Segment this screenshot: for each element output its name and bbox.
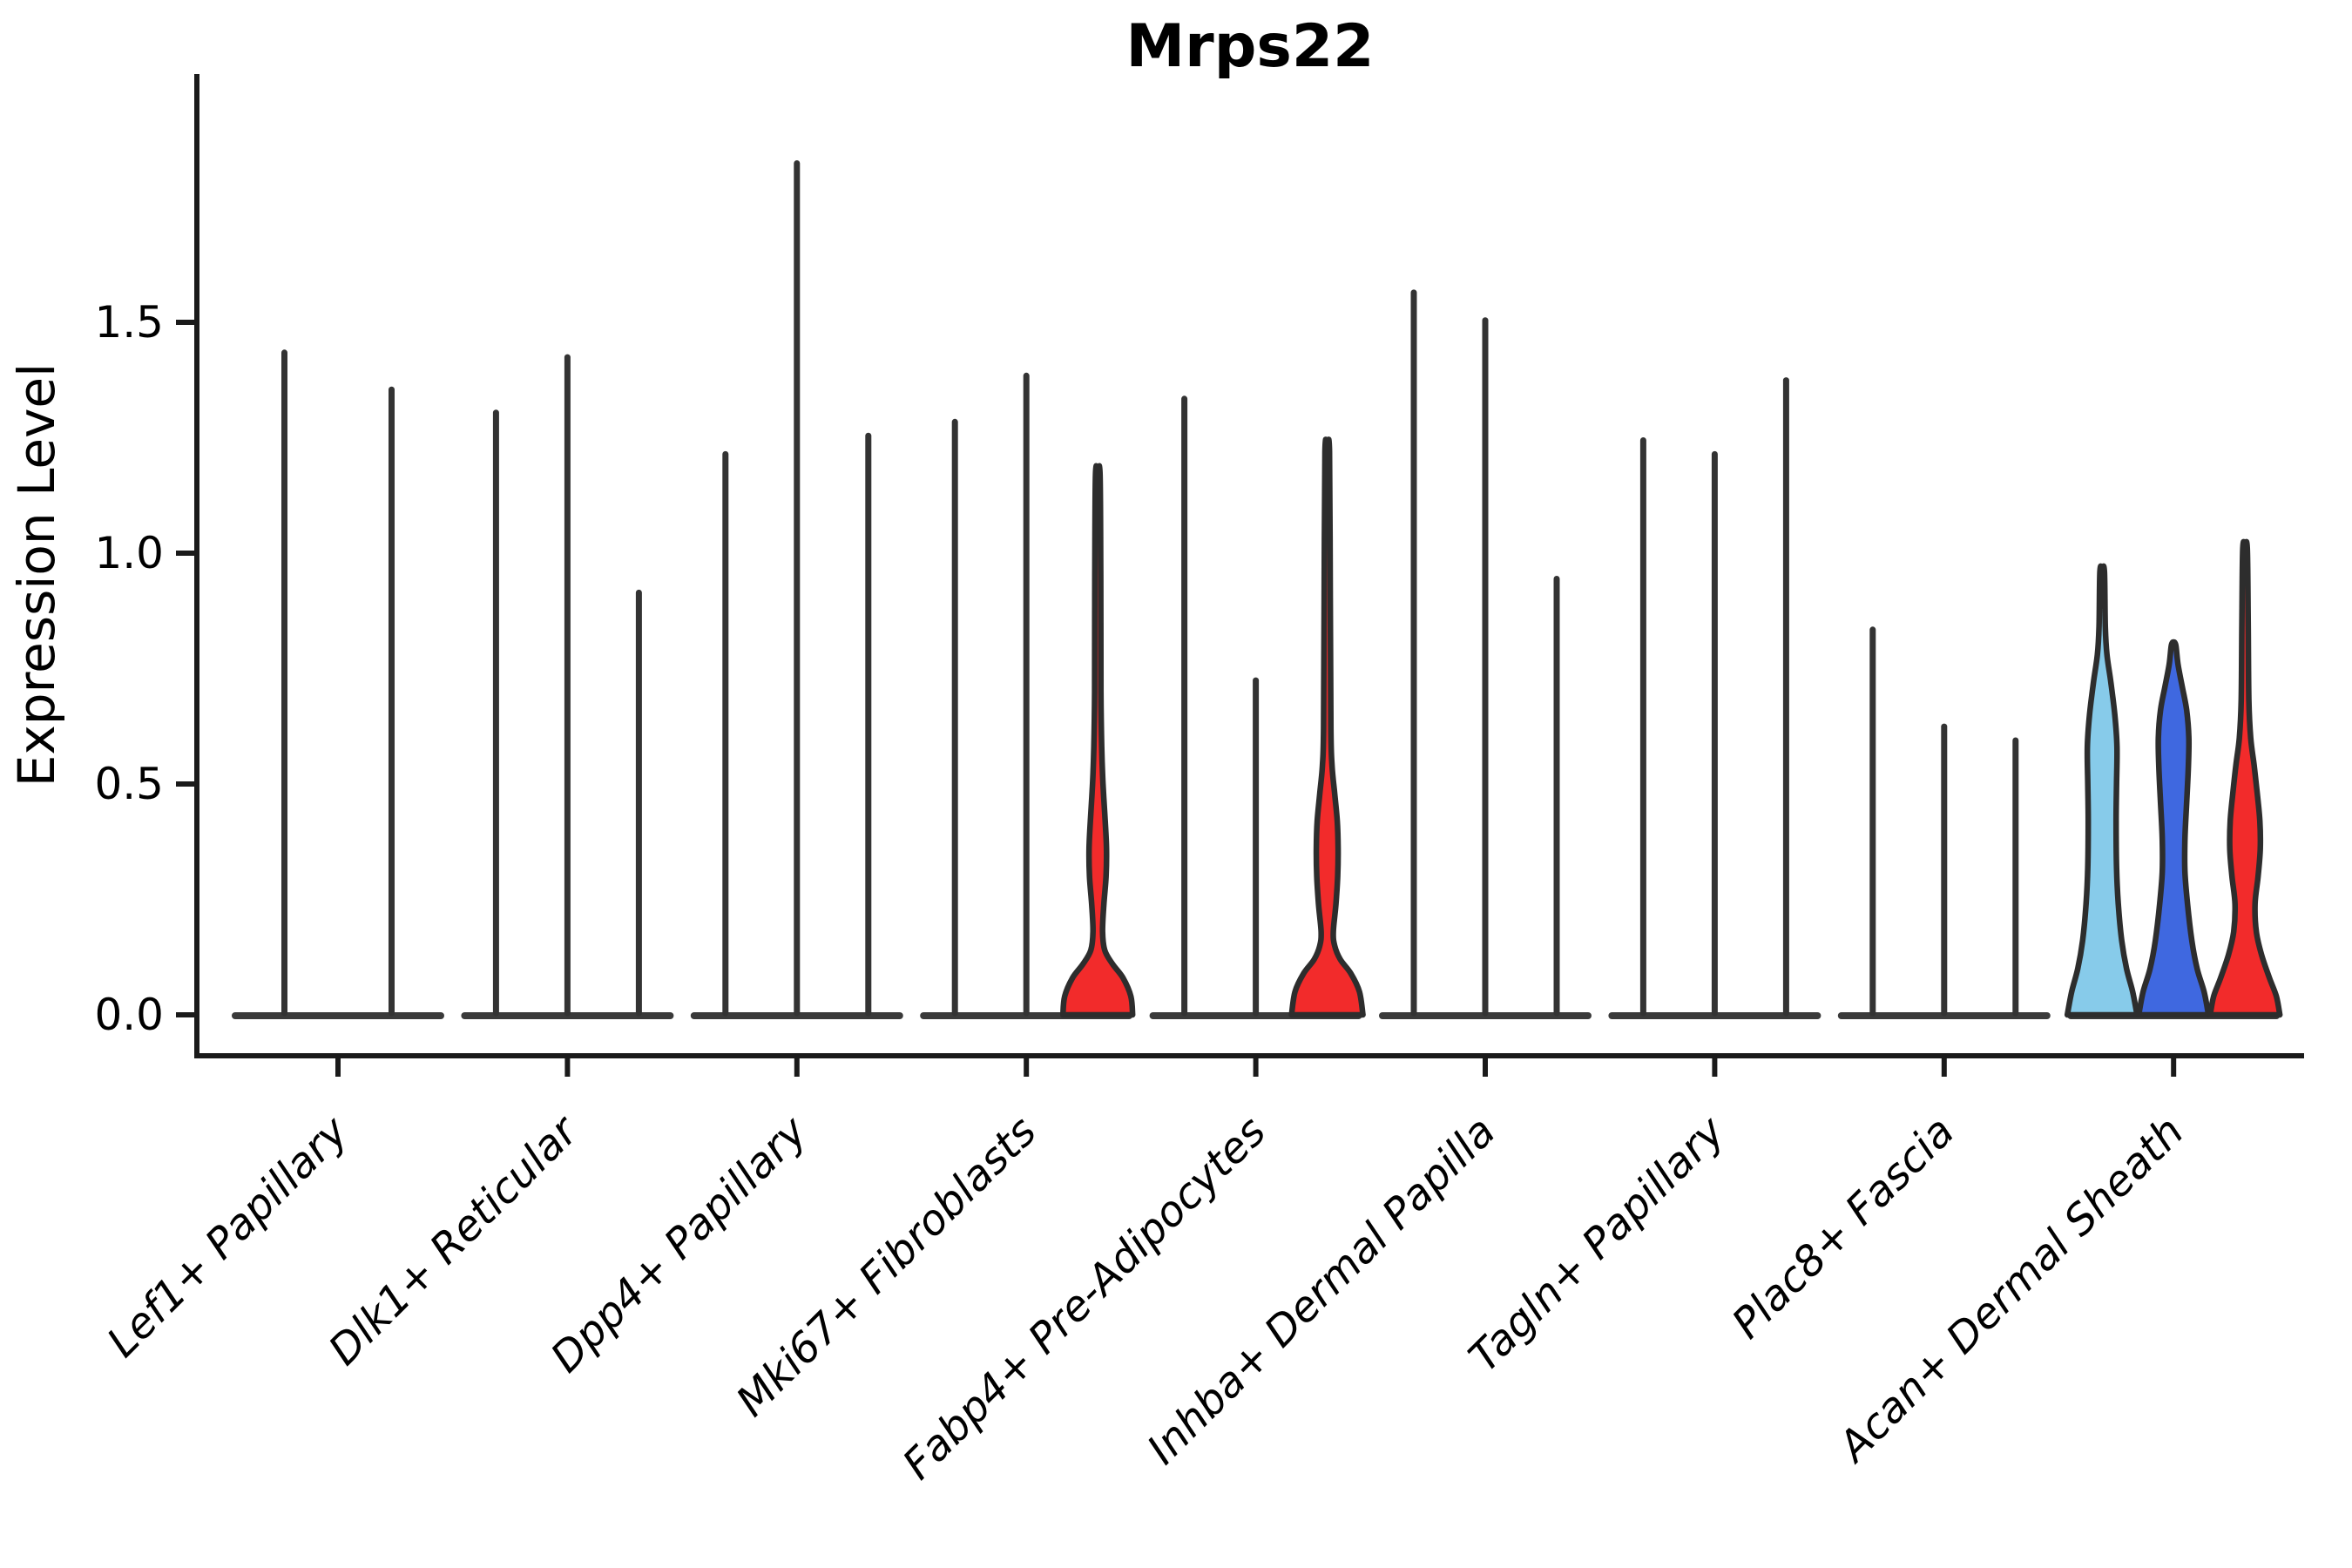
violin-body [2064,563,2140,1018]
x-tick-label: Dlk1+ Reticular [320,1105,590,1375]
x-tick-label: Lef1+ Papillary [98,1106,358,1367]
violin-body [2207,538,2283,1018]
chart-title: Mrps22 [1126,12,1375,81]
violin-body [2135,639,2212,1018]
y-axis-label: Expression Level [7,363,66,787]
x-tick-label: Plac8+ Fascia [1723,1107,1964,1348]
y-tick-label: 0.5 [94,759,164,809]
x-tick-label: Fabp4+ Pre-Adipocytes [894,1107,1276,1490]
x-tick-label: Dpp4+ Papillary [542,1106,817,1382]
violin-body [1059,463,1136,1018]
violin-body [1288,436,1366,1018]
y-tick-label: 0.0 [94,990,164,1040]
x-tick-label: Tagln+ Papillary [1460,1106,1735,1382]
y-tick-label: 1.5 [94,297,164,348]
y-tick-label: 1.0 [94,528,164,578]
